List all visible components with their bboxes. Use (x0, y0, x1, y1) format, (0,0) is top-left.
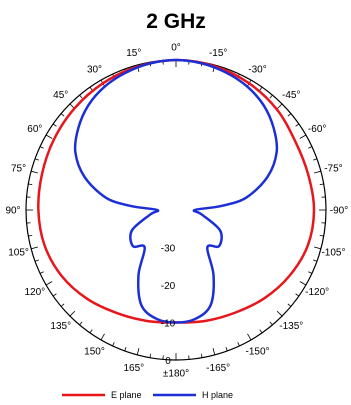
angle-tick-mark (39, 271, 44, 274)
angle-label-30: 30° (87, 64, 102, 75)
angle-tick-mark (319, 183, 324, 186)
radial-label--10: -10 (161, 319, 176, 330)
angle-tick-mark (237, 342, 240, 347)
angle-tick-mark (149, 353, 152, 358)
series-line-e-plane (37, 58, 316, 324)
angle-tick-mark (60, 303, 65, 307)
angle-tick-mark (34, 158, 39, 161)
angle-tick-mark (295, 293, 300, 297)
angle-tick-mark (259, 329, 263, 334)
angle-label--105: -105° (321, 248, 345, 259)
legend-label-e-plane: E plane (111, 390, 142, 400)
angle-tick-mark (45, 134, 53, 139)
angle-tick-mark (308, 146, 313, 149)
radial-label--20: -20 (161, 281, 176, 292)
angle-label-165: 165° (123, 363, 144, 374)
angle-label-120: 120° (24, 287, 45, 298)
angle-tick-mark (295, 123, 300, 127)
chart-title: 2 GHz (146, 10, 206, 33)
angle-tick-mark (319, 234, 324, 237)
angle-label--150: -150° (245, 347, 269, 358)
angle-tick-mark (124, 347, 127, 352)
angle-tick-mark (89, 329, 93, 334)
angle-label-0: 0° (171, 43, 181, 54)
angle-tick-mark (287, 113, 292, 117)
angle-tick-mark (212, 348, 216, 355)
angle-label-45: 45° (53, 90, 68, 101)
angle-label-pm180: ±180° (163, 369, 189, 380)
angle-tick-mark (269, 94, 273, 99)
angle-label--165: -165° (206, 363, 230, 374)
angle-tick-mark (314, 246, 321, 250)
angle-tick-mark (247, 333, 252, 341)
angle-tick-mark (136, 348, 140, 355)
angle-tick-mark (28, 234, 33, 237)
angle-label--75: -75° (324, 163, 342, 174)
angle-label--120: -120° (305, 287, 329, 298)
angle-tick-mark (45, 281, 53, 286)
angle-tick-mark (79, 321, 83, 326)
angle-label--60: -60° (308, 124, 326, 135)
angle-label--15: -15° (209, 48, 227, 59)
angle-label--135: -135° (279, 321, 303, 332)
legend-label-h-plane: H plane (202, 390, 233, 400)
angle-label--90: -90° (330, 206, 348, 217)
angle-tick-mark (112, 342, 115, 347)
angle-tick-mark (314, 170, 321, 174)
angle-tick-mark (200, 353, 203, 358)
angle-tick-mark (225, 347, 228, 352)
angle-tick-mark (52, 123, 57, 127)
angle-label-15: 15° (126, 48, 141, 59)
angle-tick-mark (100, 333, 105, 341)
angle-tick-mark (299, 134, 307, 139)
angle-tick-mark (69, 310, 76, 317)
angle-label-60: 60° (27, 124, 42, 135)
angle-tick-mark (34, 259, 39, 262)
angle-tick-mark (313, 158, 318, 161)
tick-labels: 0° -15° -30° -45° -60° -75° -90° -105° -120° -135… (5, 43, 348, 380)
angle-label--30: -30° (248, 64, 266, 75)
angle-tick-mark (79, 94, 83, 99)
angle-tick-mark (60, 113, 65, 117)
angle-tick-mark (31, 170, 38, 174)
angle-label-135: 135° (50, 321, 71, 332)
angle-label-90: 90° (5, 206, 20, 217)
legend: E plane H plane (62, 390, 233, 400)
angle-tick-mark (52, 293, 57, 297)
angle-tick-mark (31, 246, 38, 250)
radial-label--30: -30 (161, 244, 176, 255)
angle-label--45: -45° (282, 90, 300, 101)
angle-tick-mark (28, 183, 33, 186)
polar-grid (25, 59, 327, 361)
radial-label-0: 0 (165, 356, 171, 367)
angle-tick-mark (299, 281, 307, 286)
angle-tick-mark (269, 321, 273, 326)
angle-tick-mark (39, 146, 44, 149)
angle-tick-mark (89, 86, 93, 91)
angle-tick-mark (287, 303, 292, 307)
angle-label-105: 105° (8, 248, 29, 259)
angle-tick-mark (276, 310, 283, 317)
angle-tick-mark (313, 259, 318, 262)
angle-label-75: 75° (11, 163, 26, 174)
angle-tick-mark (308, 271, 313, 274)
series-layer (37, 58, 316, 324)
series-line-h-plane (73, 58, 279, 324)
angle-tick-mark (259, 86, 263, 91)
angle-label-150: 150° (84, 347, 105, 358)
angle-tick-mark (276, 103, 283, 110)
